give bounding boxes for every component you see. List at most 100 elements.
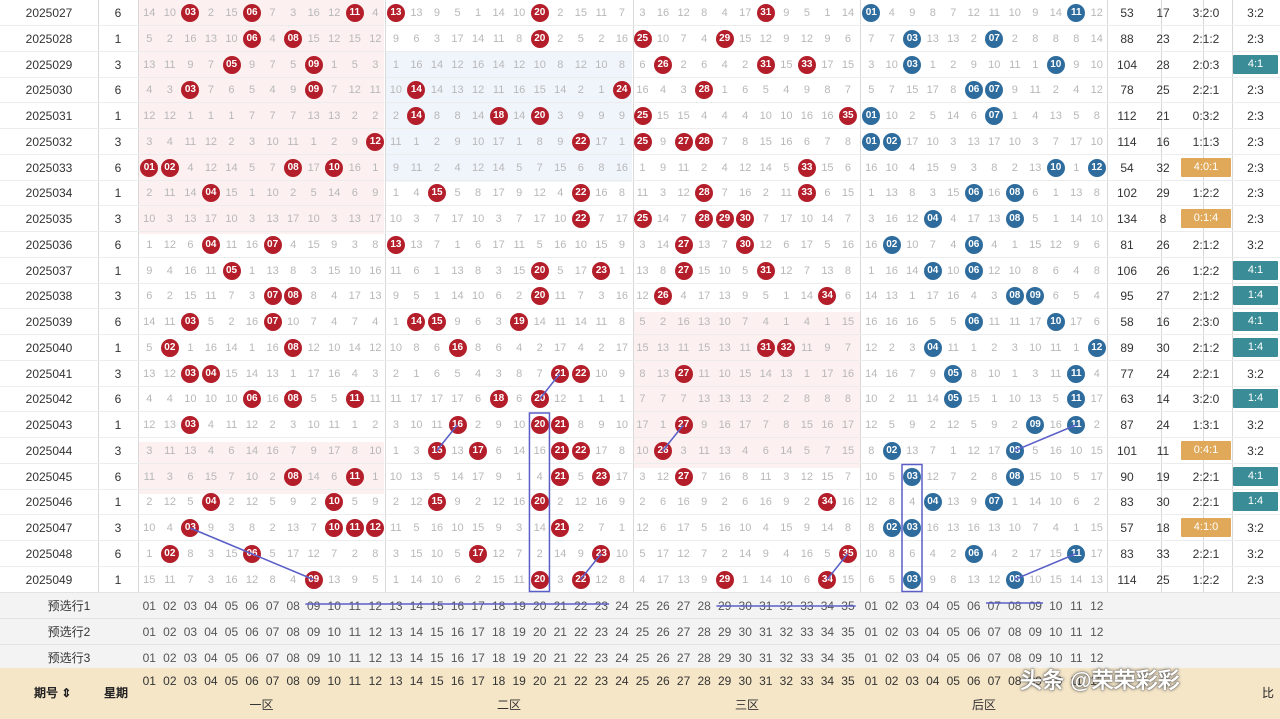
preselect-red-number[interactable]: 25 bbox=[635, 651, 650, 665]
preselect-red-number[interactable]: 01 bbox=[142, 599, 156, 613]
preselect-red-number[interactable]: 15 bbox=[430, 599, 444, 613]
preselect-red-number[interactable]: 23 bbox=[594, 599, 609, 613]
preselect-red-number[interactable]: 04 bbox=[204, 625, 218, 639]
preselect-red-number[interactable]: 32 bbox=[779, 625, 794, 639]
preselect-red-number[interactable]: 17 bbox=[471, 599, 485, 613]
preselect-red-number[interactable]: 18 bbox=[491, 651, 506, 665]
preselect-red-number[interactable]: 24 bbox=[615, 625, 629, 639]
preselect-row[interactable]: 预选行3 01 02 03 04 05 06 07 08 09 10 11 12 13 14 15 16 17 18… bbox=[0, 644, 1280, 671]
preselect-red-number[interactable]: 35 bbox=[841, 625, 855, 639]
preselect-blue-number[interactable]: 02 bbox=[885, 651, 899, 665]
preselect-blue-number[interactable]: 02 bbox=[885, 599, 899, 613]
preselect-red-number[interactable]: 35 bbox=[841, 651, 855, 665]
preselect-red-number[interactable]: 14 bbox=[409, 599, 424, 613]
preselect-red-number[interactable]: 14 bbox=[409, 625, 424, 639]
preselect-red-number[interactable]: 21 bbox=[553, 651, 567, 665]
preselect-red-number[interactable]: 09 bbox=[307, 651, 321, 665]
preselect-red-number[interactable]: 16 bbox=[450, 625, 465, 639]
preselect-blue-number[interactable]: 04 bbox=[926, 599, 940, 613]
preselect-red-number[interactable]: 02 bbox=[163, 625, 177, 639]
preselect-blue-number[interactable]: 05 bbox=[946, 599, 960, 613]
preselect-blue-number[interactable]: 06 bbox=[967, 599, 981, 613]
preselect-red-number[interactable]: 33 bbox=[800, 651, 814, 665]
preselect-blue-number[interactable]: 09 bbox=[1028, 625, 1042, 639]
preselect-red-number[interactable]: 13 bbox=[389, 625, 403, 639]
preselect-red-number[interactable]: 11 bbox=[348, 651, 362, 665]
preselect-red-number[interactable]: 07 bbox=[265, 651, 280, 665]
preselect-red-number[interactable]: 18 bbox=[491, 599, 506, 613]
preselect-red-number[interactable]: 08 bbox=[286, 625, 300, 639]
preselect-red-number[interactable]: 10 bbox=[327, 651, 341, 665]
preselect-red-number[interactable]: 26 bbox=[656, 599, 670, 613]
preselect-red-number[interactable]: 26 bbox=[656, 651, 670, 665]
preselect-red-number[interactable]: 11 bbox=[348, 599, 362, 613]
preselect-red-number[interactable]: 12 bbox=[368, 651, 383, 665]
preselect-blue-number[interactable]: 04 bbox=[926, 625, 940, 639]
preselect-red-number[interactable]: 30 bbox=[738, 651, 752, 665]
preselect-red-number[interactable]: 09 bbox=[307, 625, 321, 639]
preselect-blue-number[interactable]: 06 bbox=[967, 651, 981, 665]
preselect-blue-number[interactable]: 03 bbox=[905, 599, 919, 613]
period-sort-header[interactable]: 期号 ⇕ bbox=[34, 686, 72, 700]
preselect-red-number[interactable]: 07 bbox=[265, 599, 280, 613]
preselect-red-number[interactable]: 34 bbox=[820, 651, 835, 665]
preselect-red-number[interactable]: 34 bbox=[820, 625, 835, 639]
preselect-red-number[interactable]: 15 bbox=[430, 651, 444, 665]
preselect-red-number[interactable]: 11 bbox=[348, 625, 362, 639]
preselect-red-number[interactable]: 24 bbox=[615, 651, 629, 665]
preselect-blue-number[interactable]: 11 bbox=[1070, 599, 1083, 613]
preselect-blue-number[interactable]: 01 bbox=[864, 599, 878, 613]
preselect-red-number[interactable]: 06 bbox=[245, 625, 259, 639]
preselect-red-number[interactable]: 21 bbox=[553, 599, 567, 613]
preselect-blue-number[interactable]: 11 bbox=[1070, 625, 1083, 639]
preselect-red-number[interactable]: 27 bbox=[676, 599, 691, 613]
preselect-blue-number[interactable]: 06 bbox=[967, 625, 981, 639]
preselect-red-number[interactable]: 12 bbox=[368, 599, 383, 613]
preselect-red-number[interactable]: 15 bbox=[430, 625, 444, 639]
preselect-red-number[interactable]: 05 bbox=[224, 625, 239, 639]
preselect-blue-number[interactable]: 12 bbox=[1090, 651, 1104, 665]
preselect-red-number[interactable]: 22 bbox=[574, 625, 588, 639]
preselect-blue-number[interactable]: 12 bbox=[1090, 599, 1104, 613]
preselect-red-number[interactable]: 03 bbox=[183, 651, 198, 665]
preselect-blue-number[interactable]: 02 bbox=[885, 625, 899, 639]
preselect-red-number[interactable]: 25 bbox=[635, 599, 650, 613]
preselect-red-number[interactable]: 22 bbox=[574, 599, 588, 613]
preselect-red-number[interactable]: 06 bbox=[245, 651, 259, 665]
preselect-red-number[interactable]: 03 bbox=[183, 625, 198, 639]
preselect-red-number[interactable]: 26 bbox=[656, 625, 670, 639]
preselect-red-number[interactable]: 28 bbox=[697, 599, 711, 613]
preselect-red-number[interactable]: 12 bbox=[368, 625, 383, 639]
preselect-red-number[interactable]: 32 bbox=[779, 651, 794, 665]
preselect-red-number[interactable]: 08 bbox=[286, 651, 300, 665]
preselect-blue-number[interactable]: 07 bbox=[987, 651, 1001, 665]
preselect-red-number[interactable]: 01 bbox=[142, 625, 156, 639]
preselect-blue-number[interactable]: 10 bbox=[1049, 625, 1063, 639]
preselect-red-number[interactable]: 18 bbox=[491, 625, 506, 639]
preselect-red-number[interactable]: 21 bbox=[553, 625, 567, 639]
preselect-blue-number[interactable]: 01 bbox=[864, 651, 878, 665]
preselect-red-number[interactable]: 13 bbox=[389, 651, 403, 665]
preselect-red-number[interactable]: 05 bbox=[224, 651, 239, 665]
preselect-blue-number[interactable]: 10 bbox=[1049, 599, 1063, 613]
preselect-red-number[interactable]: 16 bbox=[450, 599, 465, 613]
preselect-red-number[interactable]: 06 bbox=[245, 599, 259, 613]
preselect-red-number[interactable]: 02 bbox=[163, 651, 177, 665]
preselect-blue-number[interactable]: 05 bbox=[946, 651, 960, 665]
preselect-red-number[interactable]: 28 bbox=[697, 651, 711, 665]
preselect-red-number[interactable]: 05 bbox=[224, 599, 239, 613]
preselect-blue-number[interactable]: 08 bbox=[1008, 625, 1022, 639]
preselect-red-number[interactable]: 27 bbox=[676, 651, 691, 665]
preselect-red-number[interactable]: 01 bbox=[142, 651, 156, 665]
preselect-red-number[interactable]: 07 bbox=[265, 625, 280, 639]
preselect-red-number[interactable]: 28 bbox=[697, 625, 711, 639]
preselect-red-number[interactable]: 19 bbox=[512, 651, 526, 665]
preselect-red-number[interactable]: 29 bbox=[718, 625, 732, 639]
preselect-red-number[interactable]: 04 bbox=[204, 599, 218, 613]
preselect-red-number[interactable]: 27 bbox=[676, 625, 691, 639]
preselect-red-number[interactable]: 24 bbox=[615, 599, 629, 613]
preselect-red-number[interactable]: 19 bbox=[512, 625, 526, 639]
preselect-blue-number[interactable]: 01 bbox=[864, 625, 878, 639]
preselect-red-number[interactable]: 23 bbox=[594, 651, 609, 665]
preselect-red-number[interactable]: 23 bbox=[594, 625, 609, 639]
